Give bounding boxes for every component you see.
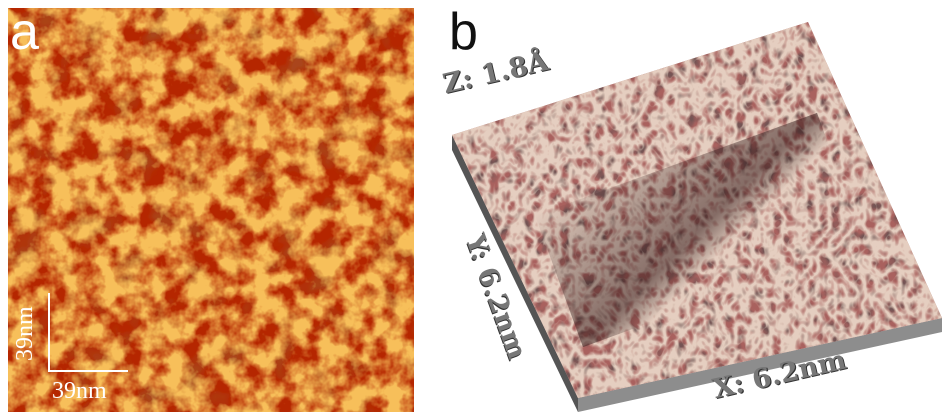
stm-3d-panel-b: Z: 1.8Å Y: 6.2nm X: 6.2nm — [430, 0, 947, 412]
afm-topography-image — [8, 8, 414, 412]
panel-label-a: a — [10, 3, 39, 61]
afm-image-panel-a — [8, 8, 414, 412]
surface-side-front — [578, 318, 942, 412]
scale-label-vertical: 39nm — [12, 306, 38, 362]
scale-bar-vertical — [48, 293, 50, 371]
stm-3d-surface — [452, 22, 942, 412]
panel-label-b: b — [449, 3, 478, 61]
scale-label-horizontal: 39nm — [52, 378, 107, 404]
scale-bar-horizontal — [48, 370, 128, 372]
surface-side-left — [452, 135, 578, 412]
